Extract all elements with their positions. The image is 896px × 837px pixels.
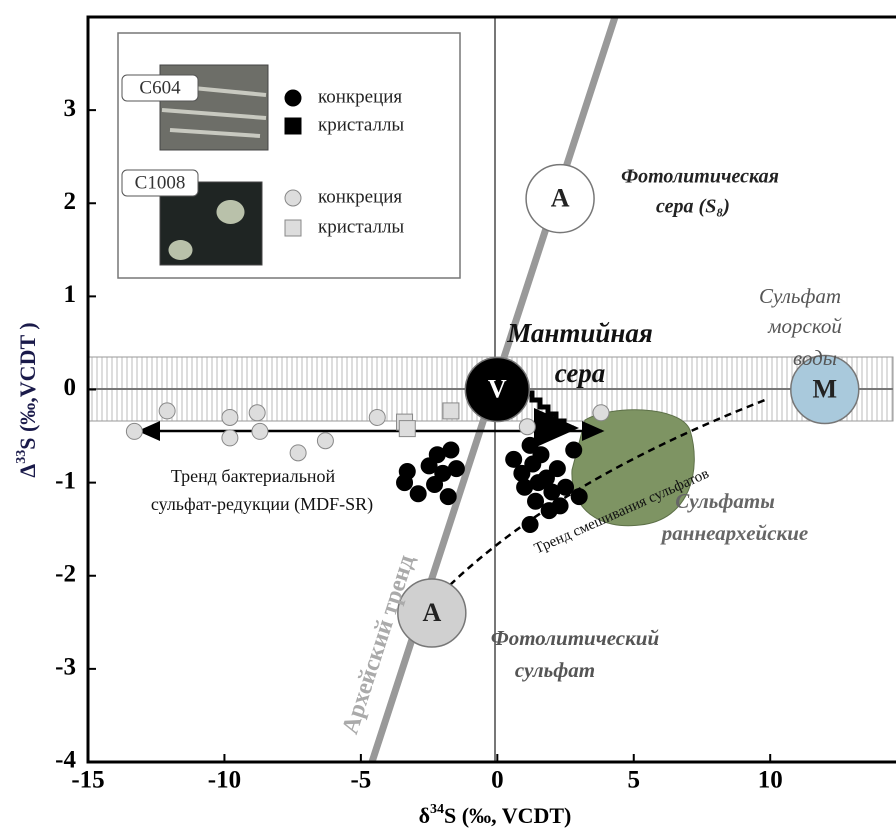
- annotation: Тренд бактериальной: [171, 466, 336, 486]
- endmember-label: A: [551, 184, 570, 213]
- sample-label: C1008: [135, 172, 186, 193]
- y-axis-label-part: S (‰,VCDT ): [15, 322, 40, 449]
- annotation: раннеархейские: [660, 521, 808, 545]
- legend-marker: [285, 190, 301, 206]
- data-point: [252, 423, 268, 439]
- data-point: [159, 403, 175, 419]
- y-tick-label: 0: [64, 374, 77, 401]
- legend-marker: [285, 90, 301, 106]
- y-tick-label: -4: [55, 747, 76, 774]
- legend-label: конкреция: [318, 86, 402, 107]
- annotation: Фотолитическая: [621, 166, 779, 188]
- data-point: [566, 442, 582, 458]
- annotation: сера: [555, 358, 606, 388]
- annotation: Сульфат: [759, 284, 841, 308]
- annotation: Фотолитический: [491, 626, 659, 650]
- y-axis-label-part: 33: [14, 450, 29, 464]
- legend-marker: [285, 220, 301, 236]
- data-point: [249, 405, 265, 421]
- endmember-label: M: [813, 374, 838, 403]
- y-tick-label: -3: [55, 654, 76, 681]
- x-tick-label: -15: [71, 767, 104, 794]
- x-axis-label-part: S (‰, VCDT): [444, 803, 571, 828]
- data-point: [440, 489, 456, 505]
- data-point: [519, 419, 535, 435]
- y-axis-label-part: Δ: [15, 464, 40, 478]
- y-tick-label: 2: [64, 188, 77, 215]
- data-point: [126, 423, 142, 439]
- data-point: [222, 409, 238, 425]
- data-point: [399, 421, 415, 437]
- data-point: [410, 486, 426, 502]
- data-point: [571, 489, 587, 505]
- annotation: Мантийная: [506, 318, 653, 348]
- y-tick-label: 3: [64, 95, 77, 122]
- x-tick-label: -10: [208, 767, 241, 794]
- x-tick-label: -5: [350, 767, 371, 794]
- y-tick-label: -2: [55, 560, 76, 587]
- legend-marker: [285, 118, 301, 134]
- data-point: [528, 493, 544, 509]
- x-axis-label-part: δ: [419, 803, 430, 828]
- legend-label: кристаллы: [318, 216, 404, 237]
- y-tick-label: -1: [55, 467, 76, 494]
- data-point: [533, 447, 549, 463]
- annotation: сульфат: [515, 658, 595, 682]
- data-point: [222, 430, 238, 446]
- legend-label: кристаллы: [318, 114, 404, 135]
- data-point: [397, 475, 413, 491]
- data-point: [369, 409, 385, 425]
- data-point: [552, 498, 568, 514]
- chart: -15-10-50510-4-3-2-10123δ34S (‰, VCDT)Δ3…: [0, 0, 896, 832]
- data-point: [443, 403, 459, 419]
- legend-label: конкреция: [318, 186, 402, 207]
- data-point: [443, 442, 459, 458]
- data-point: [549, 461, 565, 477]
- annotation: морской: [767, 314, 842, 338]
- endmember-label: A: [422, 598, 441, 627]
- endmember-label: V: [488, 374, 507, 403]
- data-point: [517, 479, 533, 495]
- annotation: воды: [793, 346, 837, 370]
- annotation: сера (S₈): [656, 196, 730, 218]
- legend: C604 конкреция кристаллы C1008 конкреция крис…: [118, 33, 460, 278]
- data-point: [522, 517, 538, 533]
- y-axis-label: Δ33S (‰,VCDT ): [14, 322, 40, 477]
- data-point: [506, 451, 522, 467]
- data-point: [448, 461, 464, 477]
- annotation: Сульфаты: [675, 489, 775, 513]
- data-point: [558, 479, 574, 495]
- data-point: [317, 433, 333, 449]
- x-tick-label: 0: [491, 767, 504, 794]
- x-tick-label: 10: [758, 767, 783, 794]
- data-point: [290, 445, 306, 461]
- data-point: [427, 476, 443, 492]
- y-tick-label: 1: [64, 281, 77, 308]
- x-axis-label-part: 34: [430, 802, 444, 817]
- x-axis-label: δ34S (‰, VCDT): [419, 802, 572, 828]
- sample-label: C604: [139, 77, 181, 98]
- annotation: сульфат-редукции (MDF-SR): [151, 494, 373, 515]
- page: {"chart_data": {"type": "scatter", "x_la…: [0, 0, 896, 837]
- x-tick-label: 5: [628, 767, 641, 794]
- data-point: [593, 405, 609, 421]
